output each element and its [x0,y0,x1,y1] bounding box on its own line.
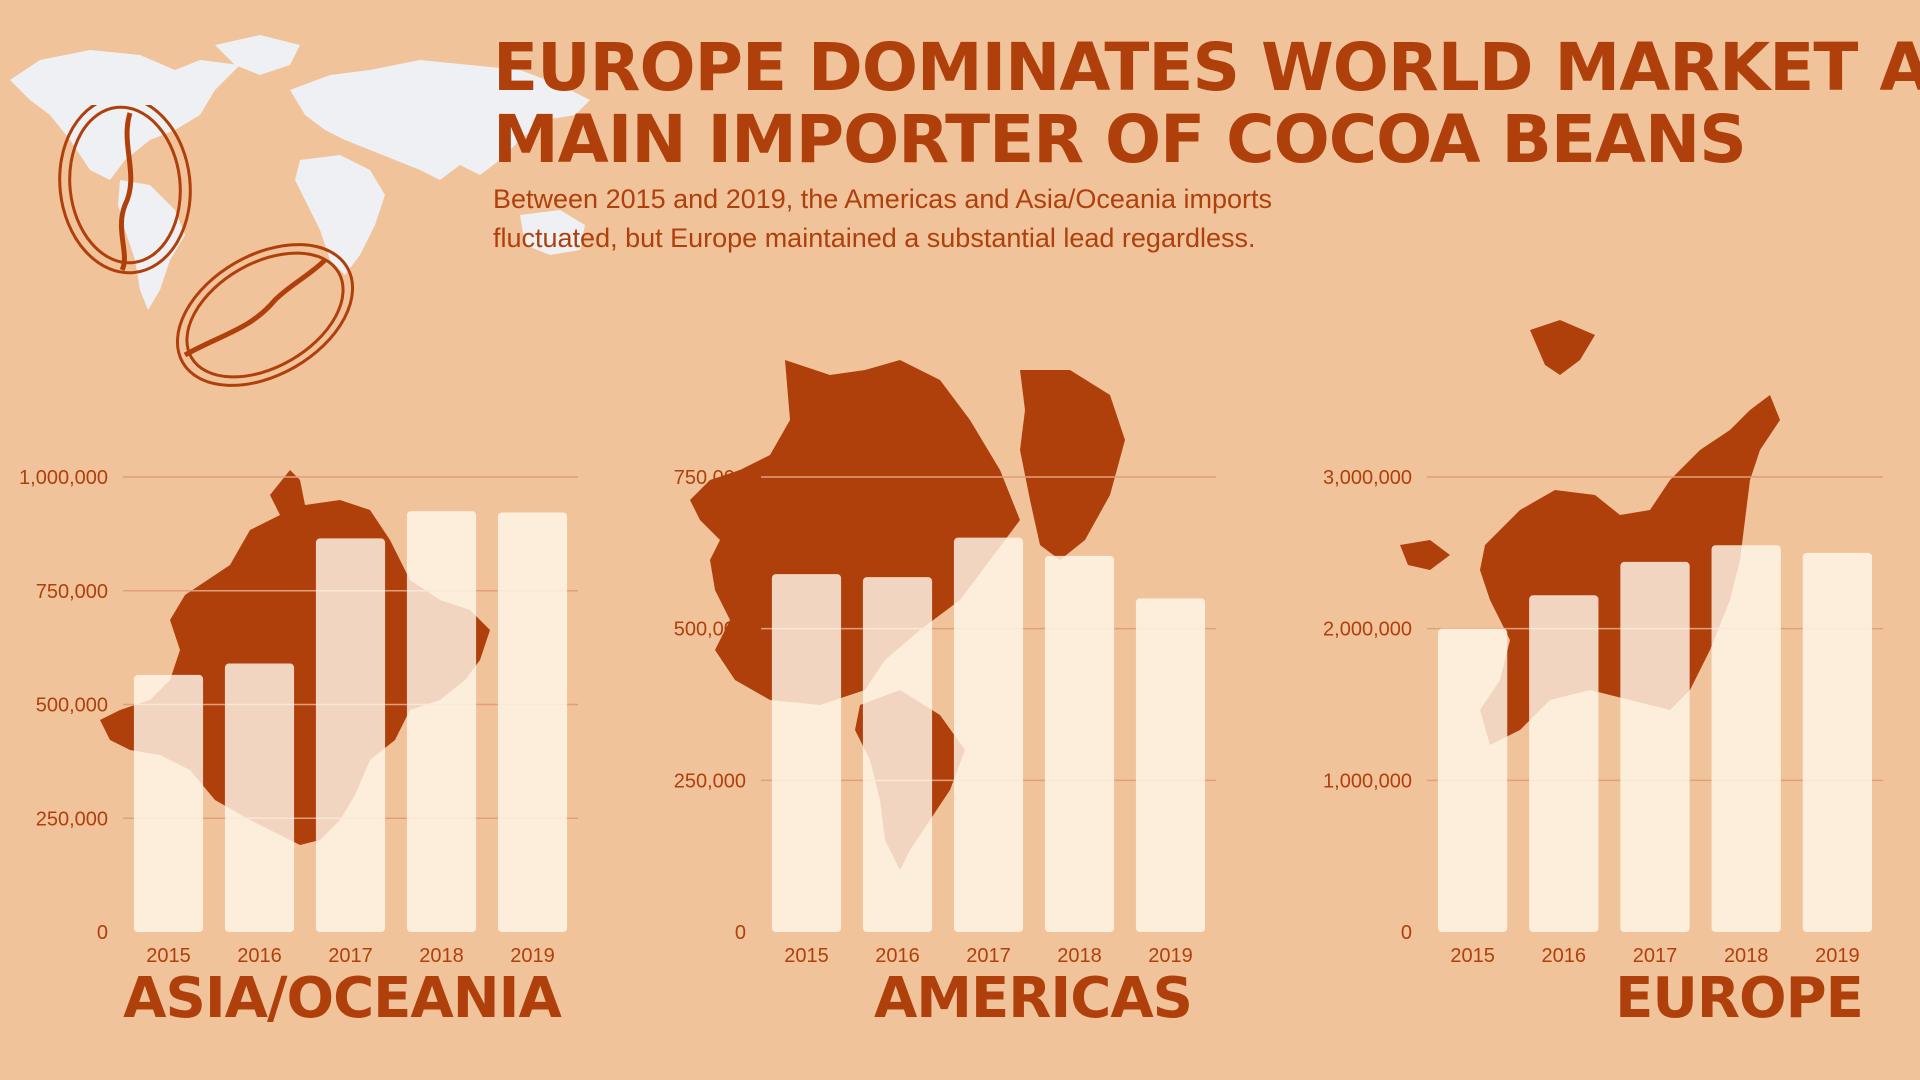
europe-bar-2019 [1802,552,1873,932]
europe-y-tick-label: 1,000,000 [1323,770,1412,792]
europe-bar-2015 [1437,628,1508,932]
americas-bar-2019 [1135,598,1206,932]
asia-oceania-x-tick-label: 2019 [510,945,555,967]
asia-oceania-x-tick-label: 2017 [328,945,373,967]
asia-oceania-label: ASIA/OCEANIA [123,966,562,1031]
americas-bar-2017 [953,537,1024,932]
europe-bar-2017 [1620,561,1690,932]
americas-bar-2018 [1044,555,1115,932]
asia-oceania-bar-2017 [315,538,386,932]
europe-x-tick-label: 2019 [1815,945,1860,967]
americas-label: AMERICAS [873,966,1193,1031]
americas-bar-2016 [862,577,933,932]
europe-x-tick-label: 2017 [1633,945,1678,967]
europe-y-tick-label: 2,000,000 [1323,619,1412,641]
americas-y-tick-label: 250,000 [674,770,746,792]
americas-x-tick-label: 2019 [1148,945,1193,967]
europe-bar-2018 [1711,545,1781,932]
asia-oceania-y-tick-label: 750,000 [36,581,108,603]
americas-x-tick-label: 2017 [966,945,1011,967]
subtitle-line-1: Between 2015 and 2019, the Americas and … [493,184,1272,214]
asia-oceania-bar-2018 [406,511,477,932]
europe-x-tick-label: 2018 [1724,945,1769,967]
europe-x-tick-label: 2015 [1450,945,1495,967]
asia-oceania-x-tick-label: 2016 [237,945,282,967]
americas-x-tick-label: 2016 [875,945,920,967]
asia-oceania-bar-2016 [224,663,295,932]
americas-x-tick-label: 2018 [1057,945,1102,967]
page-title: EUROPE DOMINATES WORLD MARKET AS MAIN IM… [493,29,1920,178]
americas-x-tick-label: 2015 [784,945,829,967]
asia-oceania-chart: 0 250,000 500,000 750,000 1,000,000 2015 2016… [19,467,578,967]
americas-y-tick-label: 750,000 [674,467,746,489]
europe-chart: 0 1,000,000 2,000,000 3,000,000 2015 2016 201… [1323,320,1883,967]
asia-oceania-bar-2015 [133,674,204,932]
americas-chart: 0 250,000 500,000 750,000 2015 2016 2017 2018 2… [674,360,1216,967]
subtitle-line-2: fluctuated, but Europe maintained a subs… [493,223,1256,253]
asia-oceania-y-tick-label: 1,000,000 [19,467,108,489]
asia-oceania-y-tick-label: 500,000 [36,695,108,717]
americas-bar-2015 [771,574,842,932]
asia-oceania-y-tick-label: 0 [97,922,108,944]
europe-bar-2016 [1529,595,1599,932]
cocoa-beans-illustration [58,105,355,387]
europe-x-tick-label: 2016 [1542,945,1587,967]
europe-y-tick-label: 0 [1401,922,1412,944]
asia-oceania-y-tick-label: 250,000 [36,808,108,830]
title-line-2: MAIN IMPORTER OF COCOA BEANS [493,101,1747,178]
world-map-illustration [10,35,590,310]
title-line-1: EUROPE DOMINATES WORLD MARKET AS [493,29,1920,106]
page-subtitle: Between 2015 and 2019, the Americas and … [493,180,1353,258]
europe-label: EUROPE [1615,966,1864,1031]
americas-y-tick-label: 500,000 [674,619,746,641]
asia-oceania-bar-2019 [497,512,568,932]
europe-y-tick-label: 3,000,000 [1323,467,1412,489]
asia-oceania-x-tick-label: 2018 [419,945,464,967]
americas-y-tick-label: 0 [735,922,746,944]
asia-oceania-x-tick-label: 2015 [146,945,191,967]
